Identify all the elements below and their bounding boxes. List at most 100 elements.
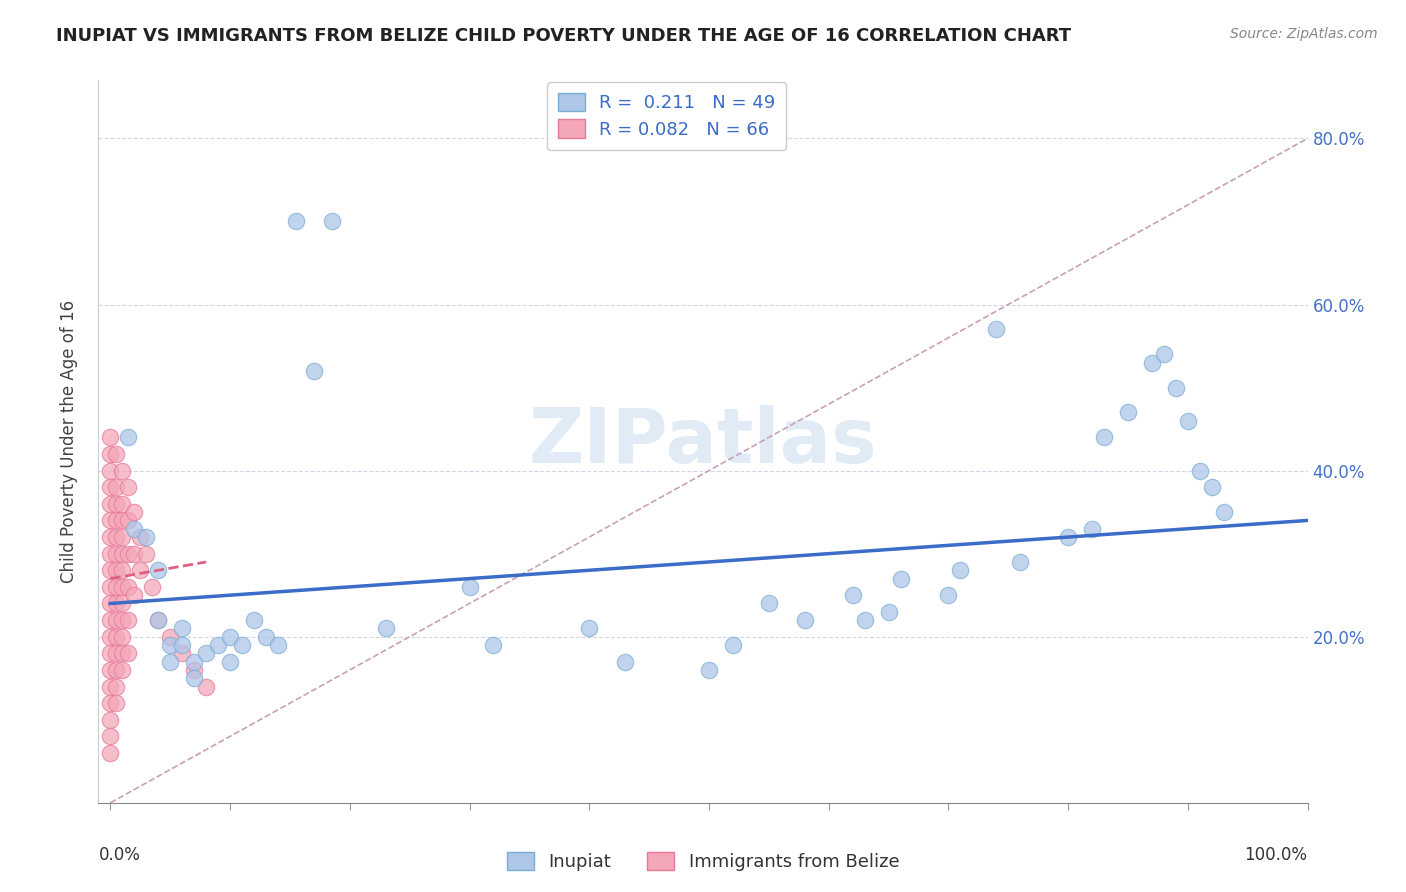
Point (100, 730, 122, 744)
Point (111, 497, 134, 511)
Point (159, 655, 181, 669)
Point (1153, 347, 1175, 361)
Point (105, 497, 128, 511)
Point (614, 655, 637, 669)
Point (100, 680, 122, 694)
Point (100, 547, 122, 561)
Point (111, 630, 134, 644)
Point (111, 563, 134, 577)
Point (105, 680, 128, 694)
Point (105, 613, 128, 627)
Point (100, 597, 122, 611)
Point (1177, 414, 1199, 428)
Point (219, 630, 242, 644)
Point (1057, 530, 1080, 544)
Point (105, 480, 128, 494)
Point (207, 638, 229, 652)
Point (1081, 522, 1104, 536)
Point (949, 563, 972, 577)
Point (100, 497, 122, 511)
Point (105, 646, 128, 660)
Point (374, 621, 396, 635)
Point (111, 513, 134, 527)
Point (124, 547, 146, 561)
Point (111, 597, 134, 611)
Text: 100.0%: 100.0% (1244, 847, 1308, 864)
Point (721, 638, 744, 652)
Point (111, 613, 134, 627)
Point (841, 588, 863, 602)
Point (105, 530, 128, 544)
Point (148, 613, 170, 627)
Point (267, 638, 290, 652)
Point (100, 513, 122, 527)
Text: INUPIAT VS IMMIGRANTS FROM BELIZE CHILD POVERTY UNDER THE AGE OF 16 CORRELATION : INUPIAT VS IMMIGRANTS FROM BELIZE CHILD … (56, 27, 1071, 45)
Point (1116, 405, 1139, 419)
Point (148, 563, 170, 577)
Point (1201, 480, 1223, 494)
Y-axis label: Child Poverty Under the Age of 16: Child Poverty Under the Age of 16 (59, 300, 77, 583)
Text: ZIPatlas: ZIPatlas (529, 405, 877, 478)
Point (111, 530, 134, 544)
Point (889, 572, 911, 586)
Point (129, 563, 152, 577)
Point (117, 613, 139, 627)
Point (105, 630, 128, 644)
Point (195, 680, 218, 694)
Point (482, 638, 505, 652)
Point (111, 580, 134, 594)
Point (877, 605, 900, 619)
Point (135, 530, 157, 544)
Point (117, 480, 139, 494)
Point (100, 447, 122, 461)
Point (135, 547, 157, 561)
Point (321, 214, 343, 228)
Point (100, 696, 122, 710)
Point (697, 663, 720, 677)
Point (1164, 380, 1187, 394)
Point (105, 696, 128, 710)
Point (159, 630, 181, 644)
Point (183, 663, 205, 677)
Point (254, 630, 277, 644)
Point (100, 613, 122, 627)
Point (117, 513, 139, 527)
Point (1188, 464, 1211, 478)
Point (105, 447, 128, 461)
Point (100, 746, 122, 760)
Point (100, 563, 122, 577)
Point (100, 530, 122, 544)
Point (117, 646, 139, 660)
Point (986, 322, 1008, 336)
Point (172, 621, 194, 635)
Point (853, 613, 876, 627)
Point (458, 580, 481, 594)
Point (100, 464, 122, 478)
Point (148, 613, 170, 627)
Point (302, 364, 325, 378)
Point (1212, 505, 1234, 519)
Point (105, 597, 128, 611)
Point (105, 547, 128, 561)
Point (183, 671, 205, 685)
Point (117, 547, 139, 561)
Point (124, 588, 146, 602)
Point (111, 663, 134, 677)
Point (231, 638, 253, 652)
Point (243, 613, 266, 627)
Point (105, 513, 128, 527)
Point (195, 646, 218, 660)
Text: 0.0%: 0.0% (98, 847, 141, 864)
Point (111, 464, 134, 478)
Point (793, 613, 815, 627)
Point (105, 563, 128, 577)
Point (938, 588, 960, 602)
Point (124, 505, 146, 519)
Point (183, 655, 205, 669)
Point (100, 580, 122, 594)
Point (100, 713, 122, 727)
Point (159, 638, 181, 652)
Point (100, 630, 122, 644)
Point (129, 530, 152, 544)
Point (1140, 356, 1163, 370)
